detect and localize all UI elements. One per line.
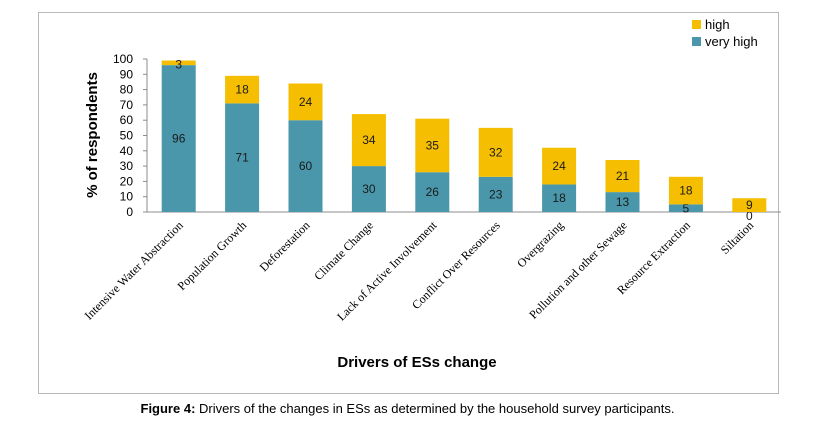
y-tick-label: 20 xyxy=(120,174,134,188)
bar-very-high xyxy=(605,192,640,212)
bar-high xyxy=(288,83,323,121)
y-tick-label: 100 xyxy=(113,52,133,66)
data-label: 35 xyxy=(426,138,440,152)
y-tick-label: 0 xyxy=(126,205,133,219)
y-tick-label: 10 xyxy=(120,190,134,204)
data-label: 18 xyxy=(679,184,693,198)
bar-high xyxy=(351,114,386,167)
chart-frame xyxy=(38,12,779,394)
caption-label: Figure 4: xyxy=(140,401,196,416)
bar-high xyxy=(161,60,196,66)
bar-very-high xyxy=(668,204,703,212)
bar-very-high xyxy=(225,103,260,212)
y-tick-label: 30 xyxy=(120,159,134,173)
x-tick-label: Overgrazing xyxy=(514,218,566,270)
bar-very-high xyxy=(288,120,323,212)
data-label: 30 xyxy=(362,182,376,196)
data-label: 0 xyxy=(746,209,753,223)
legend-swatch xyxy=(692,37,701,46)
x-tick-label: Climate Change xyxy=(311,218,376,283)
data-label: 21 xyxy=(616,169,630,183)
data-label: 23 xyxy=(489,187,503,201)
data-label: 5 xyxy=(683,201,690,215)
x-tick-label: Population Growth xyxy=(175,218,250,293)
bar-high xyxy=(732,198,767,212)
y-tick-label: 70 xyxy=(120,98,134,112)
data-label: 34 xyxy=(362,133,376,147)
y-tick-label: 60 xyxy=(120,113,134,127)
legend-swatch xyxy=(692,20,701,29)
caption-text: Drivers of the changes in ESs as determi… xyxy=(195,401,675,416)
bar-high xyxy=(668,176,703,205)
data-label: 26 xyxy=(426,185,440,199)
y-axis-title: % of respondents xyxy=(84,72,101,198)
data-label: 96 xyxy=(172,132,186,146)
data-label: 9 xyxy=(746,198,753,212)
x-tick-label: Siltation xyxy=(718,218,757,257)
y-tick-label: 90 xyxy=(120,67,134,81)
bar-high xyxy=(542,147,577,185)
bar-high xyxy=(415,118,450,173)
data-label: 3 xyxy=(175,58,182,72)
bar-very-high xyxy=(478,176,513,212)
bar-high xyxy=(605,159,640,193)
data-label: 71 xyxy=(235,151,249,165)
legend-label: very high xyxy=(705,34,758,49)
x-tick-label: Intensive Water Abstraction xyxy=(82,218,186,322)
data-label: 24 xyxy=(299,95,313,109)
bar-very-high xyxy=(351,166,386,212)
bar-very-high xyxy=(415,172,450,212)
data-label: 18 xyxy=(552,191,566,205)
data-label: 60 xyxy=(299,159,313,173)
y-tick-label: 50 xyxy=(120,129,134,143)
bar-very-high xyxy=(161,65,196,213)
x-tick-label: Deforestation xyxy=(257,218,313,274)
data-label: 24 xyxy=(552,159,566,173)
y-tick-label: 40 xyxy=(120,144,134,158)
bar-high xyxy=(225,75,260,104)
x-axis-title: Drivers of ESs change xyxy=(337,354,496,371)
bar-high xyxy=(478,127,513,177)
bar-very-high xyxy=(542,184,577,212)
figure-caption: Figure 4: Drivers of the changes in ESs … xyxy=(0,401,815,416)
data-label: 32 xyxy=(489,145,503,159)
legend-label: high xyxy=(705,17,730,32)
data-label: 18 xyxy=(235,83,249,97)
data-label: 13 xyxy=(616,195,630,209)
y-tick-label: 80 xyxy=(120,83,134,97)
